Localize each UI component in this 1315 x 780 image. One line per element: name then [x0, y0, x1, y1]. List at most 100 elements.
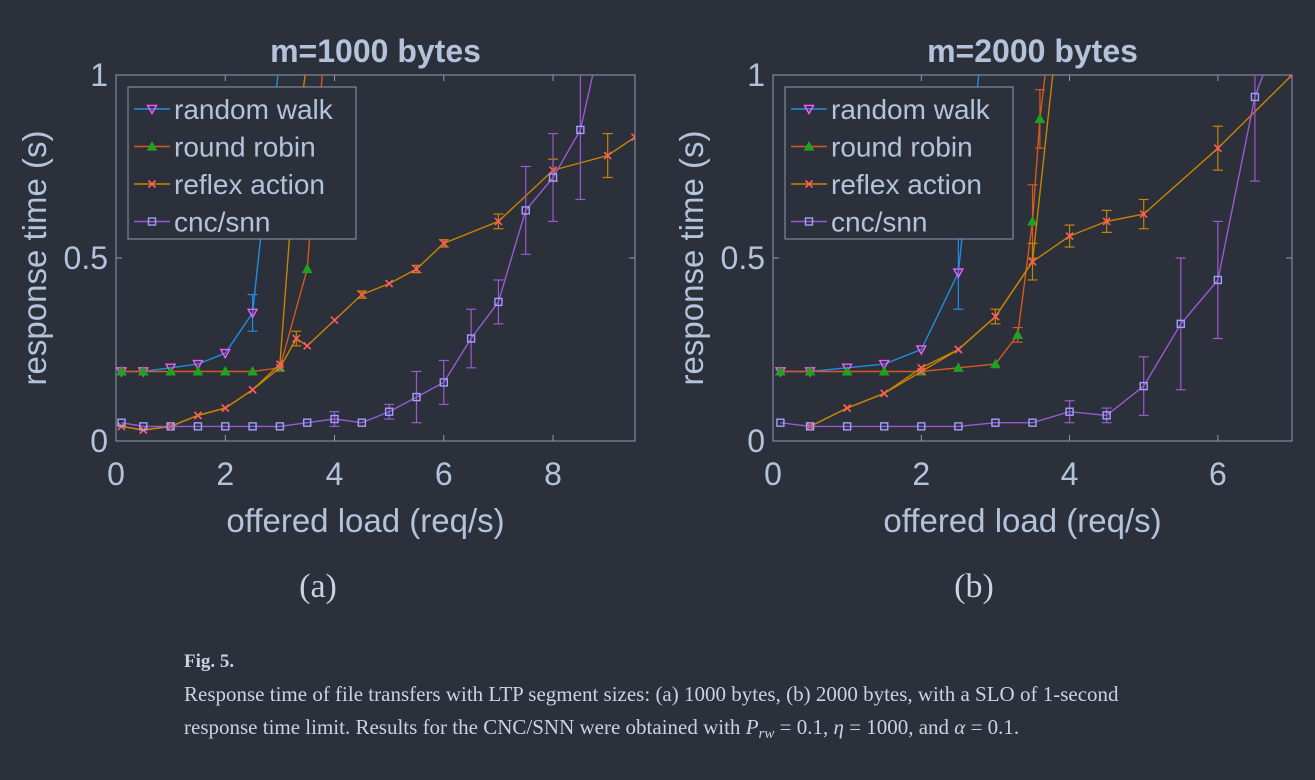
data-point [841, 363, 853, 374]
legend-box [784, 86, 1014, 240]
x-tick-label: 2 [216, 456, 234, 492]
figure-caption: Fig. 5. Response time of file transfers … [184, 645, 1134, 744]
data-point [548, 173, 558, 182]
data-point [192, 365, 204, 376]
data-point [439, 239, 448, 248]
data-point [603, 151, 612, 160]
data-point [248, 422, 257, 431]
data-point [878, 365, 890, 376]
legend-label-round-robin: round robin [831, 132, 973, 163]
data-point [412, 392, 421, 402]
plot-series-1 [774, 75, 1292, 431]
data-point [991, 312, 1000, 321]
legend-0: random walk round robin reflex action cnc/s… [127, 86, 357, 240]
caption-alpha-symbol: α [954, 715, 966, 739]
data-point [1250, 92, 1260, 102]
chart-title: m=2000 bytes [927, 33, 1138, 69]
data-point [219, 348, 231, 360]
caption-eta-symbol: η [833, 715, 844, 739]
data-point [521, 206, 530, 215]
legend-marker [146, 140, 158, 151]
caption-p-symbol: P [745, 715, 759, 739]
data-point [303, 418, 312, 427]
data-point [357, 418, 367, 427]
chart-title: m=1000 bytes [270, 33, 481, 69]
x-axis-label: offered load (req/s) [226, 502, 504, 539]
data-point [842, 422, 852, 431]
data-point [193, 411, 203, 420]
data-point [804, 365, 816, 376]
y-tick-label: 0.5 [64, 240, 108, 276]
x-tick-label: 4 [1061, 456, 1079, 492]
legend-marker [146, 104, 158, 115]
data-point [952, 268, 965, 279]
legend-marker [147, 217, 157, 226]
data-point [953, 362, 964, 372]
data-point [412, 264, 421, 274]
data-point [330, 414, 339, 424]
data-point [880, 422, 889, 431]
series-line-cnc-snn [780, 75, 1264, 428]
data-point [466, 334, 476, 343]
data-point [330, 316, 339, 325]
data-point [275, 422, 285, 431]
legend-marker [804, 179, 814, 189]
legend-label-cnc-snn: cnc/snn [174, 207, 271, 238]
y-tick-label: 1 [90, 57, 108, 93]
x-tick-label: 0 [764, 456, 782, 492]
data-point [1139, 210, 1148, 219]
chart-1: 0 2 4 6 0 0.5 1 m=2000 bytes offered load (req/s… [673, 33, 1293, 539]
data-point [1287, 75, 1292, 80]
data-point [292, 334, 301, 343]
data-point [843, 403, 852, 413]
y-tick-label: 0 [90, 423, 108, 459]
data-point [385, 279, 394, 288]
series-line-extension [121, 136, 635, 431]
data-point [1034, 113, 1046, 124]
data-point [246, 308, 259, 319]
data-point [1065, 231, 1074, 241]
legend-label-reflex-action: reflex action [831, 169, 982, 200]
data-point [1065, 407, 1074, 416]
data-point [576, 125, 585, 135]
series-line-extension [809, 75, 1292, 428]
data-point [301, 263, 313, 274]
data-point [878, 359, 890, 371]
data-point [494, 217, 503, 226]
caption-text: Response time of file transfers with LTP… [184, 682, 1119, 739]
y-tick-label: 0 [747, 423, 765, 459]
legend-label-reflex-action: reflex action [174, 169, 325, 200]
data-point [1012, 329, 1024, 339]
caption-fig-number: Fig. 5. [184, 651, 235, 672]
data-point [221, 422, 230, 431]
data-point [221, 403, 230, 413]
y-tick-label: 1 [747, 57, 765, 93]
data-point [775, 365, 786, 376]
data-point [880, 389, 889, 398]
data-point [248, 385, 257, 394]
data-point [1176, 319, 1185, 329]
x-axis-label: offered load (req/s) [883, 502, 1161, 539]
data-point [1028, 257, 1037, 266]
panel-label-b: (b) [954, 568, 994, 605]
data-point [1027, 215, 1038, 226]
data-point [164, 363, 177, 374]
data-point [776, 418, 785, 427]
caption-p-value: = 0.1, [774, 715, 829, 739]
y-axis-label: response time (s) [673, 131, 710, 386]
data-point [139, 422, 148, 431]
data-point [275, 363, 284, 372]
x-tick-label: 6 [435, 456, 453, 492]
data-point [1139, 381, 1148, 391]
y-tick-label: 0.5 [721, 240, 765, 276]
data-point [630, 133, 635, 142]
legend-label-random-walk: random walk [174, 94, 334, 125]
panel-label-a: (a) [299, 568, 337, 605]
data-point [1102, 217, 1111, 226]
legend-label-random-walk: random walk [831, 94, 991, 125]
x-tick-label: 4 [326, 456, 344, 492]
data-point [1028, 418, 1037, 427]
data-point [192, 359, 204, 371]
data-point [357, 290, 366, 299]
caption-eta-value: = 1000, and [843, 715, 950, 739]
